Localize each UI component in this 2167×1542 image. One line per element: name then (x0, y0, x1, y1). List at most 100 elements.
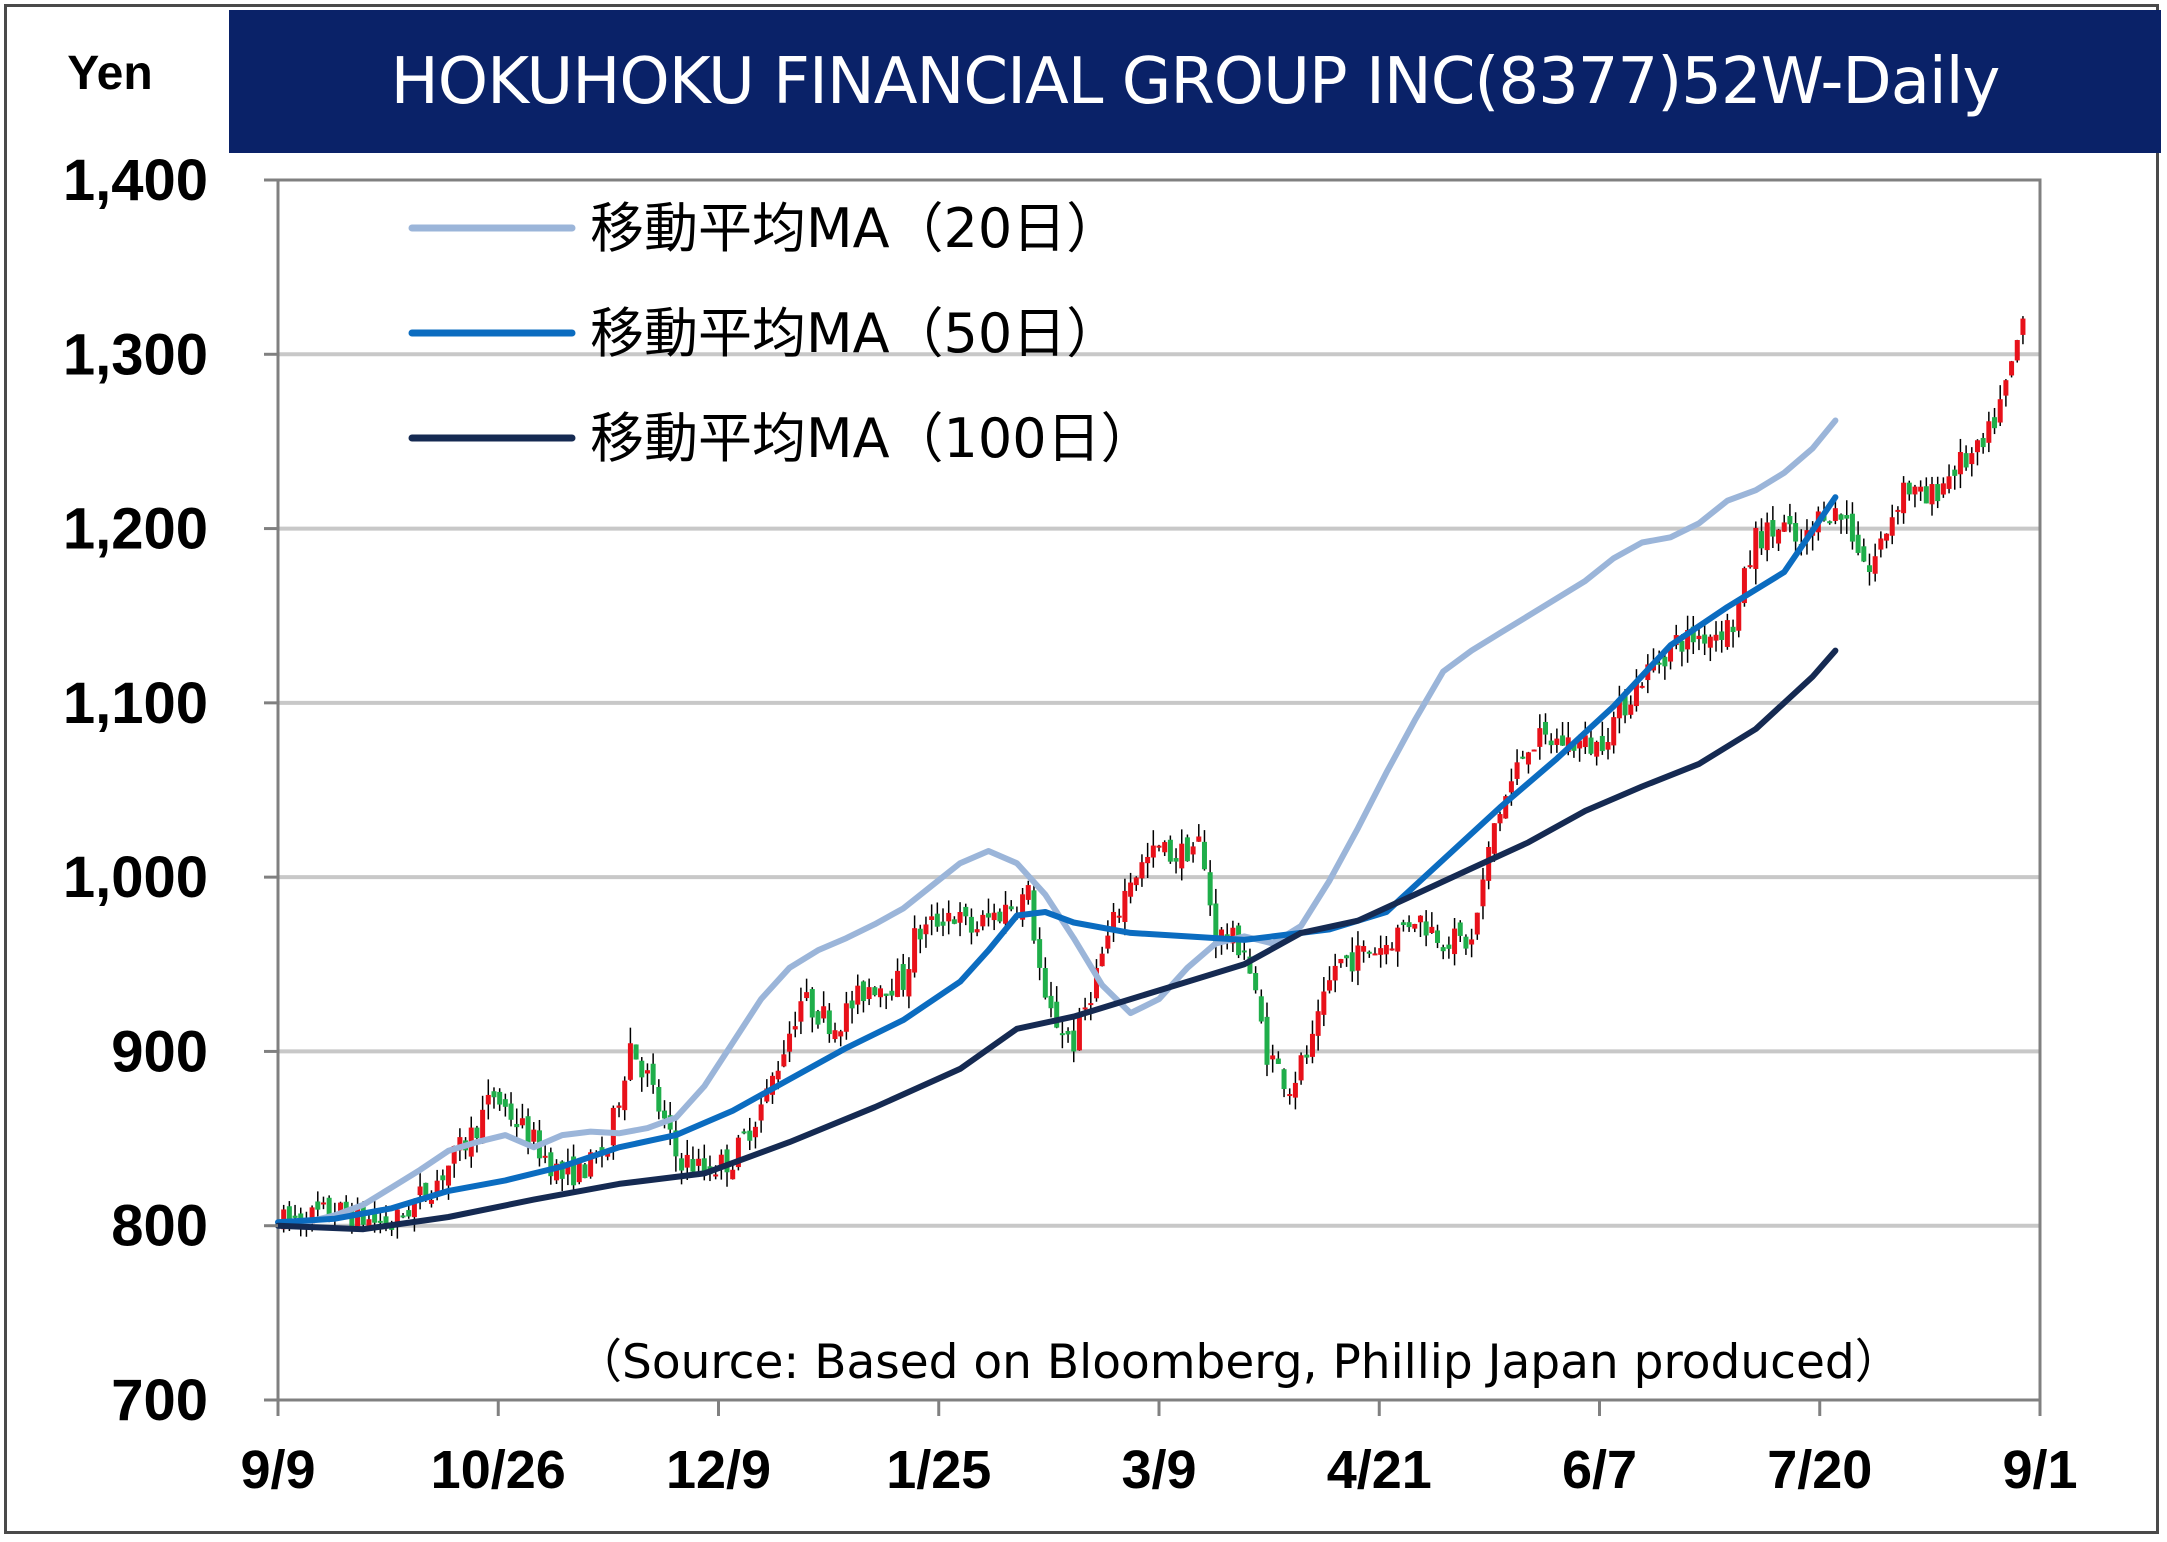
candle-body (1264, 1016, 1270, 1065)
candle-body (1417, 915, 1423, 923)
candle-body (1025, 885, 1031, 900)
ma-line (275, 494, 1839, 1226)
y-tick-label: 1,400 (63, 148, 208, 213)
candle-body (434, 1180, 440, 1197)
candle-body (1440, 947, 1446, 952)
candle-body (821, 1006, 827, 1019)
candle-body (1713, 634, 1719, 641)
candle-body (673, 1130, 679, 1157)
candle-body (1741, 568, 1747, 604)
chart-title: HOKUHOKU FINANCIAL GROUP INC(8377)52W-Da… (229, 10, 2161, 153)
candle-body (1065, 1031, 1071, 1035)
candle-body (1309, 1033, 1315, 1057)
candle-body (1361, 946, 1367, 952)
candle-body (1957, 452, 1963, 475)
candle-body (326, 1197, 332, 1218)
candle-body (1702, 634, 1708, 644)
candle-body (531, 1129, 537, 1142)
candle-body (1491, 823, 1497, 854)
candle-body (1497, 814, 1503, 824)
candle-body (1827, 521, 1833, 524)
candle-body (1355, 945, 1361, 971)
candle-body (1628, 704, 1634, 715)
candle-body (940, 921, 946, 926)
y-tick-label: 1,300 (63, 322, 208, 387)
candle-body (1980, 437, 1986, 448)
candle-body (1696, 635, 1702, 640)
candle-body (838, 1031, 844, 1037)
candle-body (616, 1105, 622, 1108)
candle-body (1389, 948, 1395, 951)
candle-body (582, 1164, 588, 1179)
moving-average-lines (275, 417, 1839, 1233)
candle-body (565, 1162, 571, 1175)
candle-body (644, 1070, 650, 1074)
plot-area-border (276, 178, 2042, 1402)
candle-body (1588, 737, 1594, 754)
candle-body (1940, 483, 1946, 495)
legend-label: 移動平均MA（50日） (590, 302, 1120, 365)
candle-body (985, 913, 991, 918)
candle-body (1736, 599, 1742, 631)
candle-body (1349, 952, 1355, 972)
candle-body (1525, 752, 1531, 765)
candle-body (1071, 1030, 1077, 1052)
candle-body (1400, 922, 1406, 925)
candle-body (701, 1158, 707, 1172)
x-tick-label: 12/9 (666, 1440, 771, 1500)
candle-body (406, 1210, 412, 1217)
candle-body (576, 1158, 582, 1183)
x-tick-label: 9/1 (2002, 1440, 2077, 1500)
candle-body (1156, 845, 1162, 848)
candle-body (1230, 927, 1236, 944)
candle-body (394, 1209, 400, 1226)
candle-body (923, 924, 929, 935)
candle-body (1457, 922, 1463, 936)
candle-body (2020, 318, 2026, 335)
candle-body (1003, 904, 1009, 924)
candle-body (1196, 836, 1202, 842)
candle-body (1429, 926, 1435, 933)
candle-body (1167, 839, 1173, 862)
candle-body (917, 928, 923, 940)
candle-body (627, 1043, 633, 1080)
candle-body (1241, 950, 1247, 953)
candle-body (747, 1130, 753, 1141)
candle-body (1884, 533, 1890, 541)
legend: 移動平均MA（20日） 移動平均MA（50日） 移動平均MA（100日） (408, 197, 1155, 470)
candle-body (2009, 361, 2015, 376)
candle-body (1753, 527, 1759, 569)
source-note: （Source: Based on Bloomberg, Phillip Jap… (575, 1335, 1902, 1390)
candlesticks (281, 316, 2026, 1239)
candle-body (1611, 717, 1617, 746)
x-tick-label: 3/9 (1121, 1440, 1196, 1500)
candle-body (292, 1215, 298, 1218)
candle-body (1469, 939, 1475, 945)
candle-body (1145, 856, 1151, 864)
x-tick-label: 7/20 (1767, 1440, 1872, 1500)
candle-body (1253, 973, 1259, 991)
candle-body (798, 1001, 804, 1022)
candle-body (1616, 698, 1622, 719)
candle-body (1952, 469, 1958, 476)
candle-body (480, 1109, 486, 1144)
candle-body (1758, 531, 1764, 549)
candle-body (610, 1107, 616, 1146)
candle-body (633, 1044, 639, 1060)
candle-body (1508, 781, 1514, 793)
candle-body (542, 1155, 548, 1158)
candle-body (1315, 1011, 1321, 1036)
candle-body (1247, 956, 1253, 974)
candle-body (377, 1220, 383, 1223)
candle-body (713, 1174, 719, 1177)
candle-body (889, 990, 895, 996)
candle-body (946, 912, 952, 922)
candle-body (1207, 872, 1213, 906)
candle-body (1861, 546, 1867, 562)
candle-body (1179, 843, 1185, 869)
candle-body (1270, 1055, 1276, 1060)
candle-body (1776, 529, 1782, 544)
candle-body (724, 1149, 730, 1173)
candle-body (1412, 923, 1418, 929)
candle-body (1901, 482, 1907, 514)
